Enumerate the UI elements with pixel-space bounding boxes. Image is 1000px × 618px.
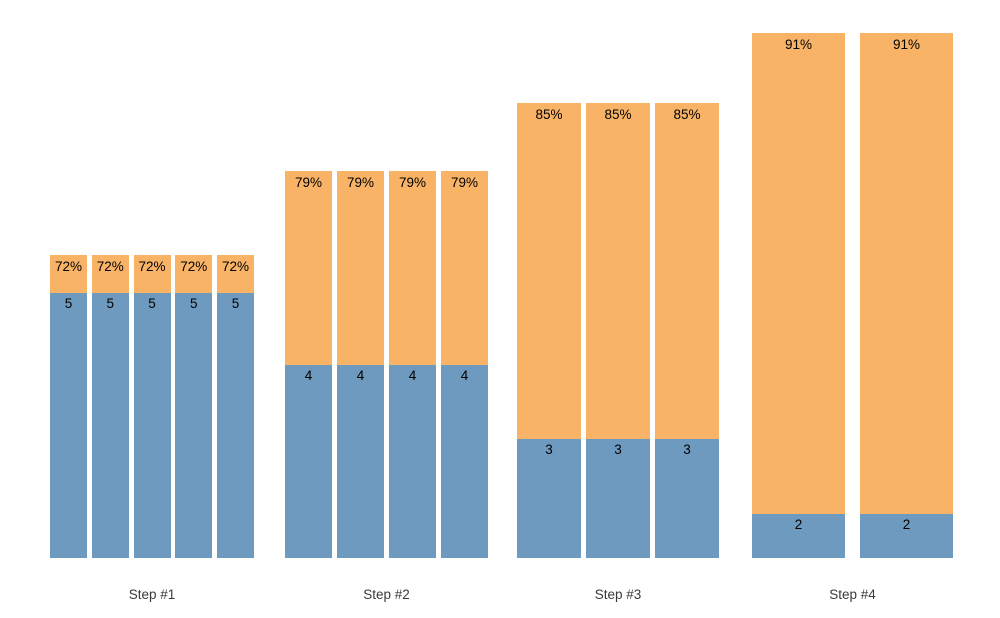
- top-percent-label: 79%: [294, 175, 323, 190]
- bar-segment-top: 72%: [91, 255, 129, 293]
- bar-segment-bottom: 2: [752, 514, 845, 558]
- bar-segment-top: 72%: [50, 255, 87, 293]
- top-percent-label: 72%: [221, 259, 250, 274]
- top-percent-label: 79%: [398, 175, 427, 190]
- bar-segment-top: 79%: [441, 171, 488, 365]
- stacked-bar: 85% 3: [655, 103, 719, 558]
- step-axis-label: Step #2: [363, 587, 410, 602]
- bar-segment-bottom: 5: [217, 293, 254, 558]
- top-percent-label: 72%: [180, 259, 208, 274]
- top-percent-label: 85%: [535, 107, 563, 122]
- bar-group: 85% 3 85% 3 85% 3: [517, 103, 719, 558]
- bar-segment-top: 91%: [752, 33, 845, 514]
- bottom-count-label: 4: [408, 368, 417, 383]
- top-percent-label: 72%: [96, 259, 124, 274]
- stacked-bar: 79% 4: [389, 171, 436, 558]
- bottom-count-label: 3: [683, 442, 691, 457]
- bar-segment-bottom: 4: [285, 365, 332, 558]
- step-axis-label: Step #4: [829, 587, 876, 602]
- bottom-count-label: 2: [794, 517, 803, 532]
- bottom-count-label: 5: [106, 296, 114, 311]
- bar-segment-bottom: 4: [337, 365, 384, 558]
- top-percent-label: 72%: [138, 259, 166, 274]
- stacked-bar: 72% 5: [50, 255, 87, 558]
- bottom-count-label: 4: [356, 368, 365, 383]
- bottom-count-label: 4: [304, 368, 313, 383]
- top-percent-label: 79%: [346, 175, 375, 190]
- stacked-bar: 85% 3: [517, 103, 581, 558]
- top-percent-label: 91%: [784, 37, 813, 52]
- bar-segment-bottom: 4: [389, 365, 436, 558]
- bottom-count-label: 5: [148, 296, 156, 311]
- bottom-count-label: 2: [902, 517, 911, 532]
- stacked-bar: 85% 3: [586, 103, 650, 558]
- bar-segment-top: 91%: [860, 33, 953, 514]
- bar-group: 79% 4 79% 4 79% 4 79% 4: [285, 171, 488, 558]
- top-percent-label: 79%: [450, 175, 479, 190]
- stacked-bar: 79% 4: [337, 171, 384, 558]
- bar-segment-top: 85%: [517, 103, 581, 439]
- top-percent-label: 91%: [892, 37, 921, 52]
- stacked-bar: 79% 4: [441, 171, 488, 558]
- stacked-bar: 91% 2: [752, 33, 845, 558]
- top-percent-label: 72%: [54, 259, 83, 274]
- bar-segment-bottom: 3: [517, 439, 581, 558]
- stacked-bar: 72% 5: [217, 255, 254, 558]
- stacked-bar: 72% 5: [175, 255, 213, 558]
- bar-segment-top: 85%: [655, 103, 719, 439]
- step-axis-label: Step #1: [128, 587, 176, 602]
- bar-segment-top: 79%: [389, 171, 436, 365]
- bottom-count-label: 5: [189, 296, 198, 311]
- top-percent-label: 85%: [604, 107, 632, 122]
- bar-segment-bottom: 5: [91, 293, 129, 558]
- bottom-count-label: 5: [64, 296, 73, 311]
- bar-segment-bottom: 5: [175, 293, 213, 558]
- bar-segment-top: 72%: [217, 255, 254, 293]
- stacked-bar: 91% 2: [860, 33, 953, 558]
- bar-segment-top: 72%: [175, 255, 213, 293]
- bar-segment-bottom: 2: [860, 514, 953, 558]
- step-axis-label: Step #3: [594, 587, 642, 602]
- stacked-bar: 72% 5: [133, 255, 171, 558]
- bar-segment-bottom: 5: [50, 293, 87, 558]
- stacked-bar: 72% 5: [91, 255, 129, 558]
- bar-segment-bottom: 3: [586, 439, 650, 558]
- bar-segment-top: 72%: [133, 255, 171, 293]
- stacked-bar: 79% 4: [285, 171, 332, 558]
- bar-segment-top: 79%: [337, 171, 384, 365]
- bar-group: 72% 5 72% 5 72% 5 72% 5 72% 5: [50, 255, 254, 558]
- bottom-count-label: 5: [231, 296, 240, 311]
- bar-group: 91% 2 91% 2: [752, 33, 953, 558]
- top-percent-label: 85%: [673, 107, 701, 122]
- bottom-count-label: 3: [614, 442, 622, 457]
- bottom-count-label: 4: [460, 368, 469, 383]
- bar-segment-top: 79%: [285, 171, 332, 365]
- bar-segment-bottom: 4: [441, 365, 488, 558]
- bar-segment-top: 85%: [586, 103, 650, 439]
- bottom-count-label: 3: [545, 442, 553, 457]
- bar-segment-bottom: 5: [133, 293, 171, 558]
- bar-segment-bottom: 3: [655, 439, 719, 558]
